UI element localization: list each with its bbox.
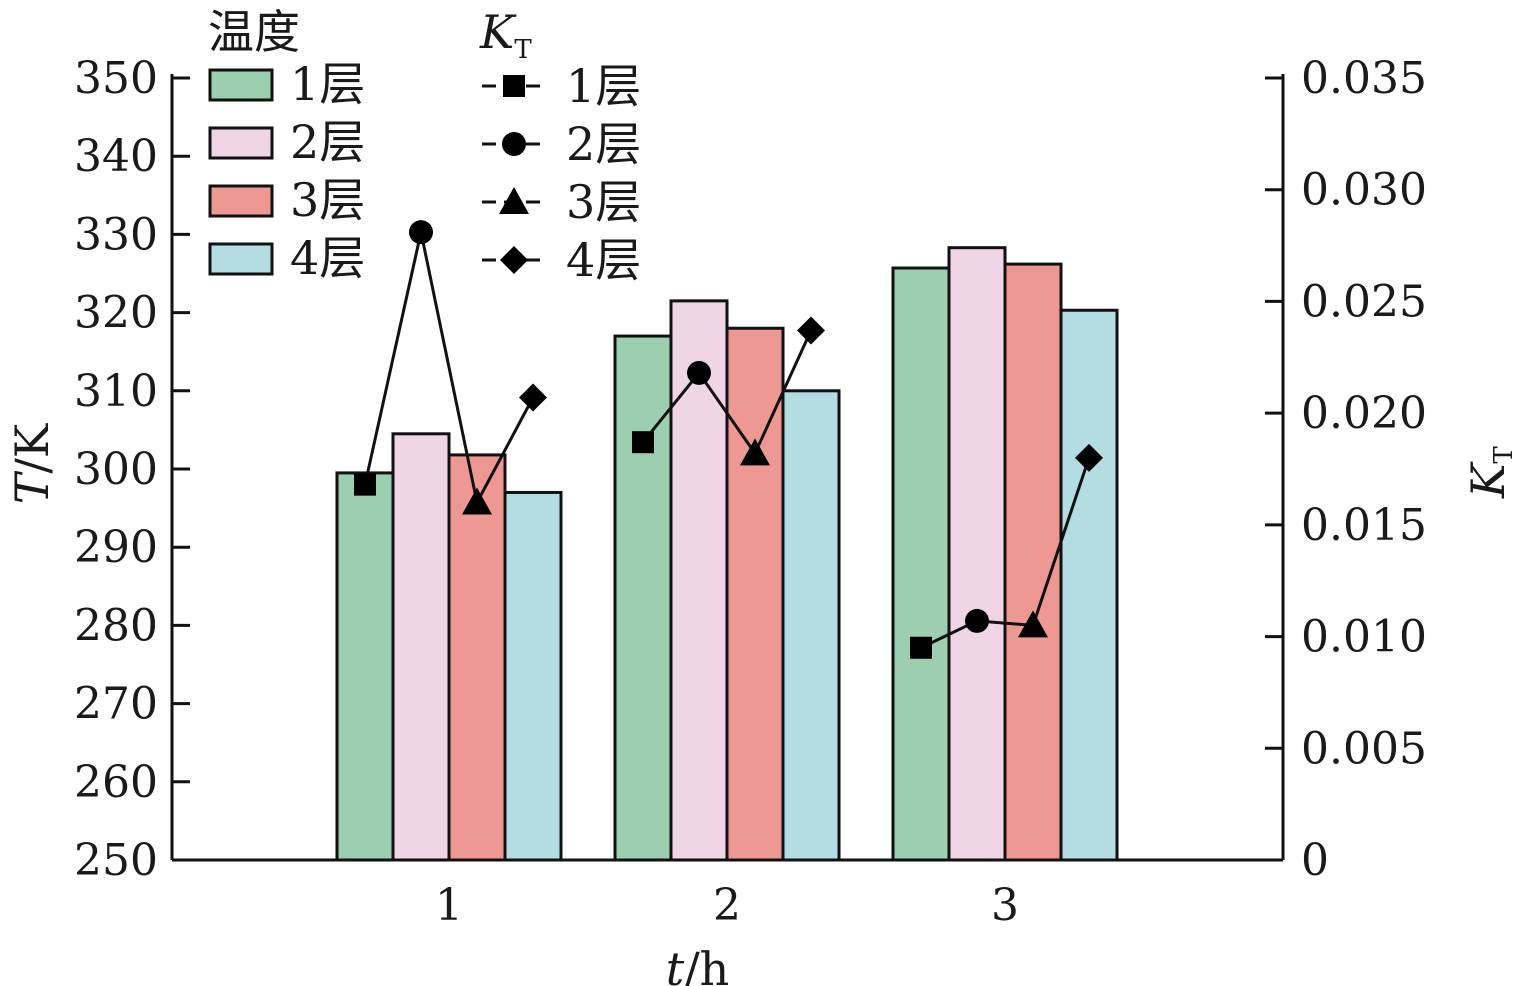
legend-swatch: [208, 68, 274, 102]
kt-marker-square: [632, 431, 654, 454]
legend-label: 3层: [290, 173, 365, 227]
kt-marker-circle: [965, 608, 989, 633]
y-tick-label: 250: [74, 835, 158, 886]
y-tick-label: 270: [74, 679, 158, 730]
legend-label: 1层: [566, 59, 641, 113]
y-axis-title: T/K: [5, 422, 59, 504]
bar: [335, 471, 395, 862]
bar-legend-title: 温度: [208, 5, 300, 59]
kt-marker-triangle: [740, 438, 770, 466]
legend-marker-triangle: [499, 187, 529, 214]
y2-tick-label: 0.005: [1301, 723, 1427, 774]
bar: [447, 453, 507, 862]
legend-swatch: [208, 242, 274, 276]
y-tick-label: 260: [74, 757, 158, 808]
legend-marker-circle: [502, 132, 526, 156]
y2-axis-title: KT: [1461, 446, 1519, 499]
kt-marker-triangle: [1018, 610, 1048, 638]
x-tick-label: 1: [435, 880, 463, 931]
kt-marker-diamond: [797, 316, 825, 345]
legend-marker-square: [503, 75, 525, 97]
legend-label: 3层: [566, 175, 641, 229]
legend-marker-diamond: [500, 246, 528, 274]
legend-label: 1层: [290, 57, 365, 111]
kt-line: [641, 329, 813, 457]
bar: [947, 246, 1007, 862]
legend-swatch: [208, 184, 274, 218]
y2-tick-label: 0.015: [1301, 500, 1427, 551]
bar: [781, 389, 841, 862]
y2-tick-label: 0.020: [1301, 388, 1427, 439]
kt-marker-diamond: [1075, 443, 1103, 472]
kt-marker-square: [910, 636, 932, 659]
y-tick-label: 280: [74, 600, 158, 651]
y2-tick-label: 0.030: [1301, 165, 1427, 216]
bar: [613, 334, 673, 862]
bar: [891, 266, 951, 862]
legend-label: 2层: [566, 117, 641, 171]
y-tick-label: 340: [74, 131, 158, 182]
y2-tick-label: 0.025: [1301, 276, 1427, 327]
legend-swatch: [208, 126, 274, 160]
y-tick-label: 290: [74, 522, 158, 573]
kt-line: [363, 231, 535, 507]
y-tick-label: 300: [74, 444, 158, 495]
kt-marker-diamond: [519, 383, 547, 412]
kt-marker-square: [354, 473, 376, 496]
x-axis-title: t/h: [666, 942, 730, 986]
bar: [391, 432, 451, 862]
bar: [1059, 308, 1119, 862]
y-tick-label: 310: [74, 366, 158, 417]
y-tick-label: 320: [74, 288, 158, 339]
legend-label: 2层: [290, 115, 365, 169]
y-tick-label: 350: [74, 53, 158, 104]
bar: [503, 490, 563, 862]
kt-marker-triangle: [462, 487, 492, 515]
x-tick-label: 2: [713, 880, 741, 931]
legend-label: 4层: [566, 233, 641, 287]
y-tick-label: 330: [74, 209, 158, 260]
bar: [725, 326, 785, 862]
y2-tick-label: 0.010: [1301, 612, 1427, 663]
y2-tick-label: 0: [1301, 835, 1329, 886]
line-legend-title: KT: [479, 5, 532, 65]
y2-tick-label: 0.035: [1301, 53, 1427, 104]
kt-marker-circle: [687, 360, 711, 385]
legend-label: 4层: [290, 231, 365, 285]
kt-line: [920, 457, 1091, 650]
kt-marker-circle: [409, 220, 433, 245]
x-tick-label: 3: [991, 880, 1019, 931]
